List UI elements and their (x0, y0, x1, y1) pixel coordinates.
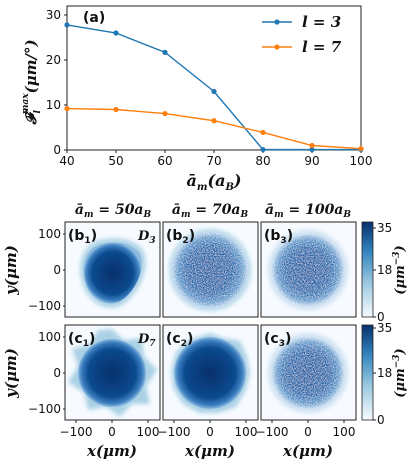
xtick-3-neg100: −100 (256, 425, 289, 439)
ytick-b-0: 0 (53, 263, 61, 277)
colorbar-b-tick-35: 35 (377, 221, 392, 235)
colorbar-c-tick-35: 35 (377, 321, 392, 335)
xtick-label-80: 80 (255, 154, 270, 168)
panel-label-b2: (b2) (166, 228, 195, 246)
ytick-c-100: 100 (38, 330, 61, 344)
panel-label-b1: (b1) (68, 228, 97, 246)
ytick-b-100: 100 (38, 227, 61, 241)
ytick-label-10: 10 (46, 98, 61, 112)
panel-label-b3: (b3) (264, 228, 293, 246)
ylabel-b: y(μm) (2, 245, 20, 296)
ytick-label-0: 0 (53, 143, 61, 157)
column-title-2: ām = 70aB (172, 202, 249, 220)
legend-marker-2 (274, 44, 280, 50)
data-point-s2-90 (309, 142, 315, 149)
column-title-1: ām = 50aB (75, 202, 152, 220)
xtick-1-0: 0 (108, 425, 116, 439)
colorbar-c-tick-0: 0 (377, 413, 385, 427)
data-point-s2-80 (260, 129, 266, 136)
xlabel-1: x(μm) (86, 442, 137, 460)
data-point-s2-100 (358, 146, 364, 152)
ytick-c-0: 0 (53, 366, 61, 380)
xlabel-2: x(μm) (184, 442, 235, 460)
data-point-s2-70 (211, 118, 217, 124)
xtick-label-60: 60 (157, 154, 172, 168)
ylabel-a: 𝓕lmax(μm/°) (21, 39, 43, 125)
ytick-c-neg100: −100 (28, 402, 61, 416)
ytick-b-neg100: −100 (28, 299, 61, 313)
ytick-label-30: 30 (46, 8, 61, 22)
ylabel-c: y(μm) (2, 348, 20, 399)
panel-label-c1: (c1) (68, 331, 95, 349)
legend-marker-1 (274, 19, 280, 25)
xtick-label-70: 70 (206, 154, 221, 168)
xtick-3-0: 0 (304, 425, 312, 439)
colorbar-c: 35 18 0 (μm−3) (361, 321, 408, 427)
xtick-label-50: 50 (108, 154, 123, 168)
heatmap-c3 (260, 324, 357, 421)
heatmap-b2 (162, 221, 259, 318)
xtick-1-neg100: −100 (60, 425, 93, 439)
xtick-label-40: 40 (59, 154, 74, 168)
xtick-2-100: 100 (235, 425, 258, 439)
ytick-label-20: 20 (46, 53, 61, 67)
data-point-s2-50 (113, 106, 119, 113)
xtick-2-neg100: −100 (158, 425, 191, 439)
xtick-label-100: 100 (350, 154, 373, 168)
heatmap-b1 (64, 221, 161, 318)
colorbar-b-label: (μm−3) (392, 245, 408, 294)
data-point-s1-80 (260, 146, 266, 153)
heatmap-grid: ām = 50aB ām = 70aB ām = 100aB (2, 202, 408, 460)
data-point-s1-90 (309, 146, 315, 153)
colorbar-b-tick-18: 18 (377, 263, 392, 277)
xtick-label-90: 90 (304, 154, 319, 168)
series-line-2 (66, 107, 362, 150)
xtick-1-100: 100 (137, 425, 160, 439)
legend-label-2: l = 7 (302, 38, 342, 56)
xlabel-a: ām(aB) (187, 171, 242, 193)
colorbar-c-tick-18: 18 (377, 366, 392, 380)
panel-label-c3: (c3) (264, 331, 291, 349)
data-point-s1-50 (113, 30, 119, 36)
legend-label-1: l = 3 (302, 13, 341, 31)
column-title-3: ām = 100aB (265, 202, 351, 220)
panel-label-c2: (c2) (166, 331, 193, 349)
xtick-3-100: 100 (333, 425, 356, 439)
data-point-s2-40 (64, 106, 70, 112)
colorbar-b-tick-0: 0 (377, 310, 385, 324)
colorbar-b: 35 18 0 (μm−3) (361, 221, 408, 324)
heatmap-c1 (64, 324, 161, 421)
legend: l = 3 l = 7 (262, 13, 342, 56)
data-point-s2-60 (162, 110, 168, 117)
line-chart-a: 40 50 60 70 80 90 100 0 10 20 30 (a) l = 3 l = 7 𝓕l… (21, 5, 373, 193)
panel-label-a: (a) (83, 10, 105, 26)
xlabel-3: x(μm) (282, 442, 333, 460)
heatmap-b3 (260, 221, 357, 318)
data-point-s1-70 (211, 88, 217, 95)
data-point-s1-40 (64, 22, 70, 28)
heatmap-c2 (162, 324, 259, 421)
xtick-2-0: 0 (206, 425, 214, 439)
colorbar-c-label: (μm−3) (392, 348, 408, 397)
data-point-s1-60 (162, 49, 168, 55)
